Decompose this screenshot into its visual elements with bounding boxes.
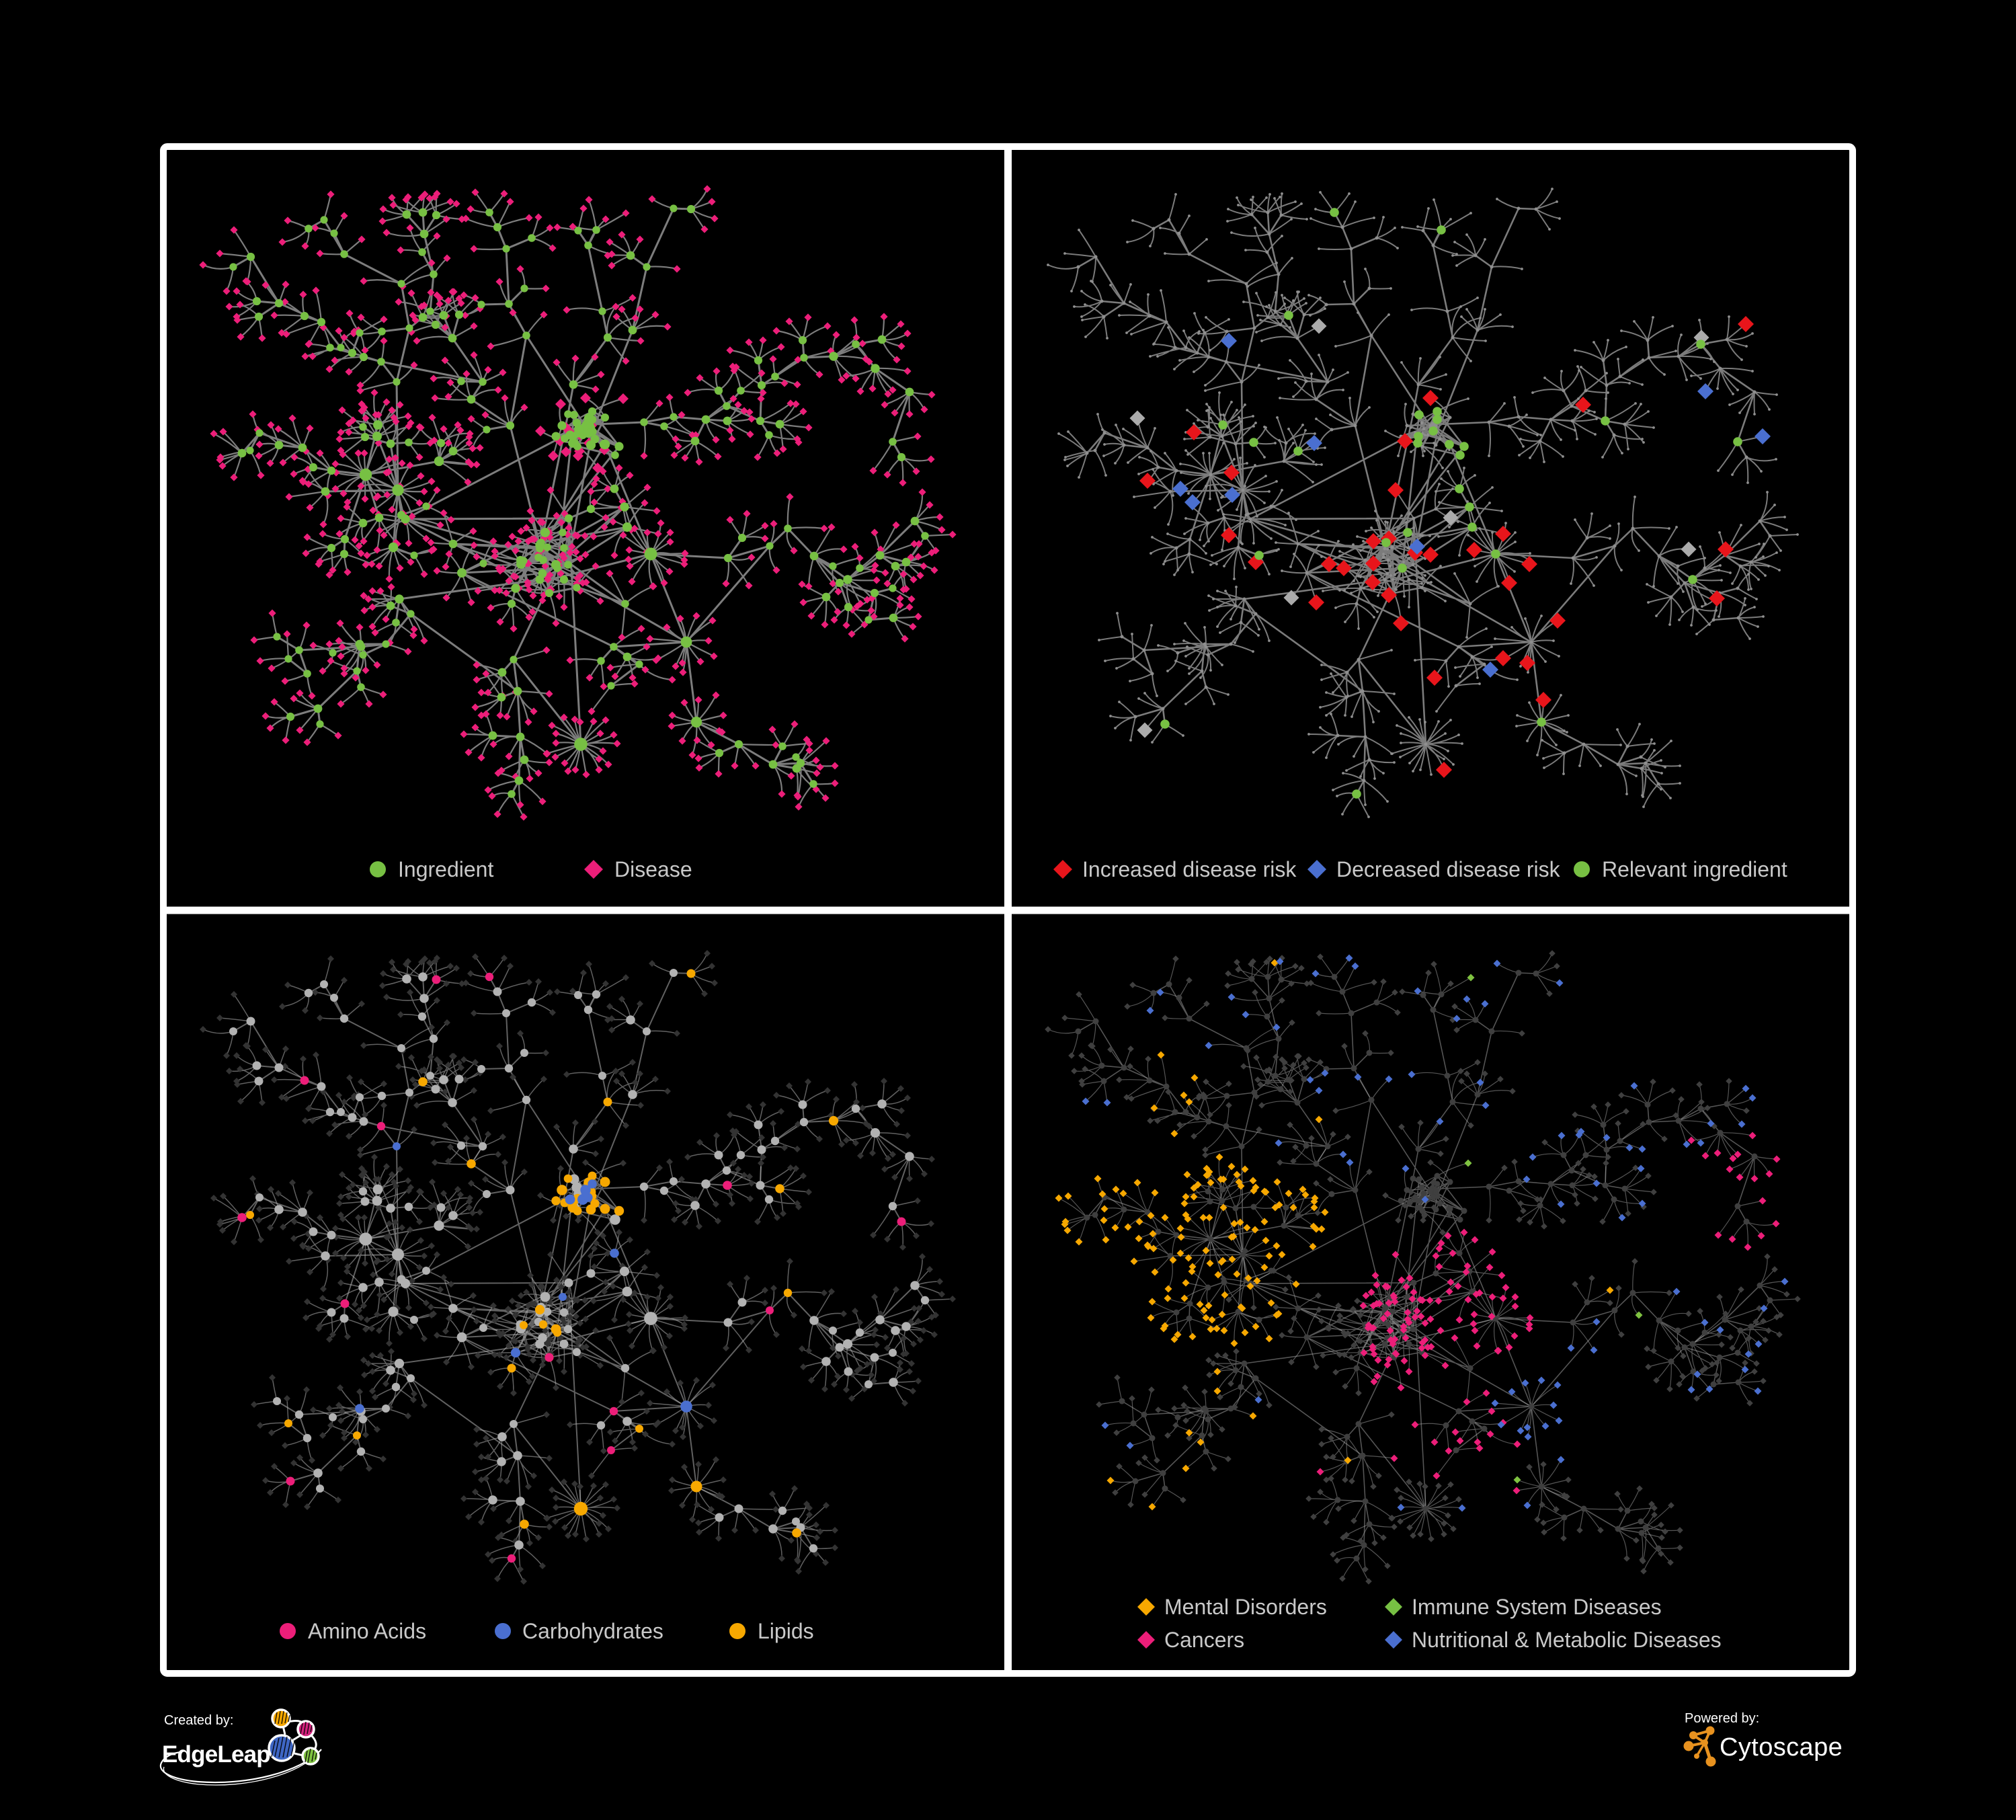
svg-text:Ingredient: Ingredient — [398, 857, 493, 881]
svg-text:Lipids: Lipids — [758, 1619, 814, 1643]
svg-text:EdgeLeap: EdgeLeap — [162, 1741, 270, 1768]
svg-text:Relevant ingredient: Relevant ingredient — [1602, 857, 1787, 881]
svg-text:Increased disease risk: Increased disease risk — [1082, 857, 1297, 881]
svg-text:Decreased disease risk: Decreased disease risk — [1336, 857, 1561, 881]
svg-text:Carbohydrates: Carbohydrates — [522, 1619, 663, 1643]
svg-text:Cancers: Cancers — [1164, 1628, 1244, 1652]
svg-text:Amino Acids: Amino Acids — [308, 1619, 426, 1643]
svg-text:Nutritional & Metabolic Diseas: Nutritional & Metabolic Diseases — [1412, 1628, 1722, 1652]
svg-text:Disease: Disease — [614, 857, 692, 881]
svg-text:Created by:: Created by: — [164, 1713, 233, 1728]
svg-text:Mental Disorders: Mental Disorders — [1164, 1595, 1327, 1619]
svg-text:Powered by:: Powered by: — [1685, 1711, 1759, 1726]
svg-text:Cytoscape: Cytoscape — [1720, 1733, 1843, 1762]
svg-text:Immune System Diseases: Immune System Diseases — [1412, 1595, 1662, 1619]
